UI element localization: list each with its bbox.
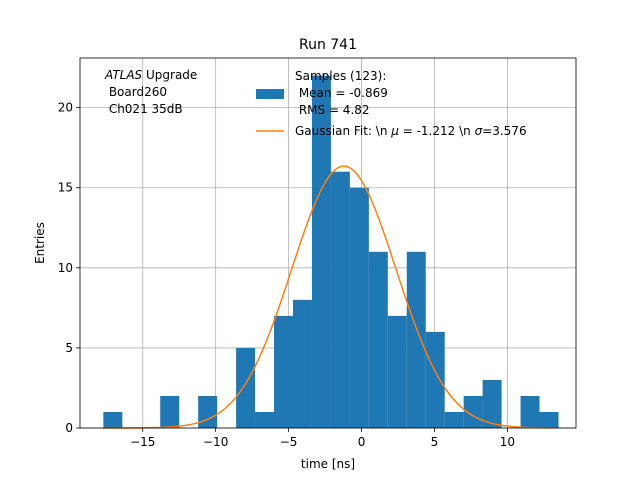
legend-fit-sigma: σ [475, 124, 483, 138]
histogram-bar [160, 395, 180, 428]
gaussian-fit-curve [103, 165, 556, 429]
annotation-upgrade: Upgrade [142, 68, 197, 82]
histogram-bar [236, 347, 256, 428]
histogram-bar [103, 411, 123, 428]
y-tick-label: 20 [58, 101, 73, 115]
histogram-bar [406, 251, 426, 428]
legend-samples-line-2: Mean = -0.869 [295, 86, 388, 100]
histogram-bar [292, 299, 312, 428]
x-tick-label: 5 [431, 435, 439, 449]
histogram-bar [482, 379, 502, 428]
annotation-atlas: ATLAS [104, 68, 143, 82]
legend-samples-line-1: Samples (123): [295, 69, 386, 83]
histogram-bar [463, 395, 483, 428]
y-tick-label: 5 [65, 341, 73, 355]
histogram-bar [539, 411, 559, 428]
annotation-line-2: Board260 [105, 85, 167, 99]
histogram-bar [387, 315, 407, 428]
x-axis-ticks: −15 −10 −5 0 5 10 [130, 428, 515, 449]
histogram-bar [425, 331, 445, 428]
histogram-bars [103, 75, 559, 428]
y-axis-ticks: 0 5 10 15 20 [58, 101, 80, 435]
histogram-bar [520, 395, 540, 428]
y-axis-label: Entries [33, 222, 47, 264]
y-tick-label: 10 [58, 261, 73, 275]
x-tick-label: 0 [358, 435, 366, 449]
legend: Samples (123): Mean = -0.869 RMS = 4.82 … [256, 69, 527, 138]
histogram-bar [198, 395, 218, 428]
histogram-bar [330, 171, 350, 428]
annotation-line-1: ATLAS Upgrade [104, 68, 197, 82]
legend-fit-mu: μ [390, 124, 399, 138]
x-tick-label: −10 [203, 435, 228, 449]
legend-fit-label: Gaussian Fit: \n μ = -1.212 \n σ=3.576 [295, 124, 527, 138]
atlas-annotation: ATLAS Upgrade Board260 Ch021 35dB [104, 68, 197, 116]
legend-fit-mu-value: = -1.212 \n [399, 124, 475, 138]
histogram-bar [444, 411, 464, 428]
legend-samples-line-3: RMS = 4.82 [295, 103, 370, 117]
legend-samples-swatch [256, 89, 284, 99]
histogram-bar [255, 411, 275, 428]
annotation-line-3: Ch021 35dB [105, 102, 183, 116]
x-tick-label: −5 [280, 435, 298, 449]
histogram-bar [349, 187, 369, 428]
legend-fit-sigma-value: =3.576 [482, 124, 526, 138]
chart-title: Run 741 [299, 37, 357, 53]
histogram-bar [368, 251, 388, 428]
y-tick-label: 15 [58, 181, 73, 195]
histogram-bar [311, 75, 331, 428]
x-axis-label: time [ns] [301, 457, 355, 471]
legend-fit-prefix: Gaussian Fit: \n [295, 124, 391, 138]
y-tick-label: 0 [65, 421, 73, 435]
x-tick-label: −15 [130, 435, 155, 449]
histogram-bar [274, 315, 293, 428]
axes-frame [79, 57, 577, 429]
x-tick-label: 10 [500, 435, 515, 449]
